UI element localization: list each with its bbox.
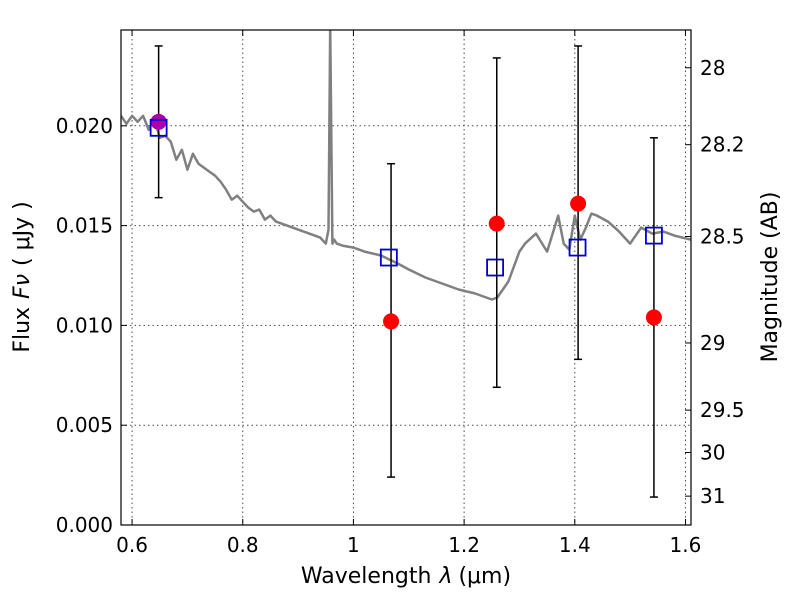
y2-axis-title: Magnitude (AB) [758, 192, 783, 363]
y2-tick-label: 28.2 [700, 133, 745, 157]
x-tick-label: 1.6 [670, 533, 702, 557]
y-axis-title: Flux Fν ( μJy ) [10, 201, 35, 352]
y-axis-title-unit: ( μJy ) [10, 201, 35, 266]
y-tick-label: 0.020 [56, 114, 113, 138]
y-tick-label: 0.015 [56, 214, 113, 238]
y2-tick-label: 28.5 [700, 224, 745, 248]
x-tick-label: 1.2 [448, 533, 480, 557]
model-photometry-point [486, 258, 504, 277]
x-axis-title-text: Wavelength [301, 564, 432, 589]
model-photometry-point [379, 248, 398, 267]
x-axis-title: Wavelength λ (μm) [301, 564, 511, 589]
model-photometry-point [149, 118, 168, 137]
y2-tick-label: 28 [700, 56, 725, 80]
observed-point [488, 215, 505, 232]
y2-tick-label: 31 [700, 484, 725, 508]
y-tick-label: 0.010 [56, 313, 113, 337]
observed-point [150, 113, 167, 130]
observed-point [645, 309, 662, 326]
y-axis-title-symbol: Fν [10, 274, 35, 299]
observed-points [150, 113, 662, 330]
y2-tick-label: 29.5 [700, 398, 745, 422]
y2-tick-label: 29 [700, 331, 725, 355]
x-tick-label: 0.6 [116, 533, 148, 557]
x-tick-label: 0.8 [227, 533, 259, 557]
y-tick-label: 0.005 [56, 413, 113, 437]
y-tick-label: 0.000 [56, 513, 113, 537]
model-photometry-point [645, 226, 663, 245]
ticks: 0.6 0.8 1 1.2 1.4 1.6 0.000 0.005 0.010 0.015 0.02… [56, 30, 745, 557]
x-axis-title-unit: (μm) [458, 564, 511, 589]
model-spectrum-line [121, 30, 691, 301]
x-tick-label: 1 [347, 533, 360, 557]
x-axis-title-symbol: λ [438, 564, 452, 589]
plot-frame [120, 29, 692, 526]
model-photometry-point [568, 238, 587, 257]
x-tick-label: 1.4 [559, 533, 591, 557]
y-axis-title-text: Flux [10, 307, 35, 353]
grid [121, 30, 691, 526]
model-photometry-points [149, 118, 663, 277]
observed-point [383, 313, 400, 330]
y2-tick-label: 30 [700, 441, 725, 465]
observed-point [570, 195, 587, 212]
error-bars [154, 45, 658, 498]
